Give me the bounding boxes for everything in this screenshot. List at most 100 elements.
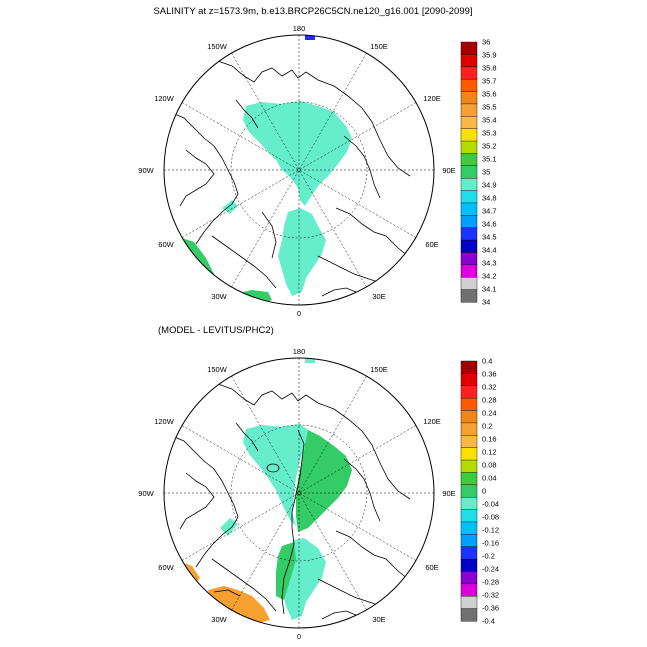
- colorbar-swatch: [460, 534, 478, 548]
- bottom-lon-label-30e: 30E: [372, 615, 385, 624]
- colorbar-swatch: [460, 78, 478, 93]
- colorbar-swatch: [460, 360, 478, 374]
- colorbar-swatch: [460, 410, 478, 424]
- top-colorbar: 36 35.9 35.8 35.7 35.6 35.5 35.4 35.3 35.2 35.1 35…: [460, 38, 497, 307]
- bottom-lon-label-90w: 90W: [138, 489, 154, 498]
- colorbar-swatch: [460, 41, 478, 55]
- colorbar-label: 35.8: [482, 64, 497, 73]
- colorbar-swatch: [460, 116, 478, 130]
- colorbar-label: 0: [482, 487, 486, 496]
- top-lon-label-0: 0: [297, 309, 301, 318]
- bottom-atlantic-orange-patch: [208, 586, 270, 624]
- top-lon-label-180: 180: [293, 24, 306, 33]
- bottom-bering-patch: [305, 358, 315, 363]
- colorbar-label: -0.2: [482, 552, 495, 561]
- colorbar-label: 34.9: [482, 181, 497, 190]
- colorbar-label: 35.4: [482, 116, 497, 125]
- colorbar-swatch: [460, 153, 478, 167]
- top-atlantic-green-patch: [238, 290, 272, 304]
- colorbar-label: 34.1: [482, 285, 497, 294]
- colorbar-swatch: [460, 459, 478, 473]
- colorbar-label: -0.16: [482, 539, 499, 548]
- colorbar-label: 35.9: [482, 51, 497, 60]
- colorbar-swatch: [460, 608, 478, 622]
- bottom-colorbar: 0.4 0.36 0.32 0.28 0.24 0.2 0.16 0.12 0.08 0.04 0 -…: [460, 357, 499, 626]
- colorbar-swatch: [460, 202, 478, 216]
- bottom-title: (MODEL - LEVITUS/PHC2): [158, 325, 274, 336]
- colorbar-label: -0.04: [482, 500, 499, 509]
- colorbar-swatch: [460, 264, 478, 278]
- bottom-graticule: [164, 358, 434, 628]
- bottom-labrador-orange-patch: [176, 560, 200, 588]
- colorbar-label: 0.16: [482, 435, 497, 444]
- colorbar-swatch: [460, 128, 478, 142]
- top-arctic-teal-patch: [243, 101, 352, 206]
- colorbar-swatch: [460, 596, 478, 610]
- top-lon-label-120e: 120E: [423, 94, 441, 103]
- colorbar-swatch: [460, 140, 478, 154]
- colorbar-label: 35.6: [482, 90, 497, 99]
- colorbar-label: 0.08: [482, 461, 497, 470]
- colorbar-swatch: [460, 177, 478, 192]
- colorbar-swatch: [460, 484, 478, 498]
- colorbar-swatch: [460, 54, 478, 68]
- colorbar-swatch: [460, 571, 478, 585]
- colorbar-swatch: [460, 472, 478, 486]
- colorbar-label: 35.2: [482, 142, 497, 151]
- bottom-arctic-teal-patch: [243, 424, 308, 526]
- colorbar-label: 36: [482, 38, 490, 47]
- bottom-lon-label-150e: 150E: [370, 365, 388, 374]
- top-title: SALINITY at z=1573.9m, b.e13.BRCP26C5CN.…: [153, 6, 472, 17]
- colorbar-swatch: [460, 496, 478, 511]
- top-lon-label-120w: 120W: [154, 94, 175, 103]
- bottom-baffin-teal-patch: [220, 518, 238, 536]
- top-bering-navy-patch: [305, 35, 315, 40]
- colorbar-label: 34.5: [482, 233, 497, 242]
- bottom-map: [169, 358, 411, 624]
- colorbar-swatch: [460, 397, 478, 412]
- bottom-lon-labels: 180 150E 120E 90E 60E 30E 0 30W 60W 90W …: [138, 347, 455, 641]
- top-labrador-green-patch: [176, 236, 214, 290]
- top-lon-labels: 180 150E 120E 90E 60E 30E 0 30W 60W 90W …: [138, 24, 455, 318]
- top-lon-label-90e: 90E: [442, 166, 455, 175]
- bottom-lon-label-150w: 150W: [207, 365, 228, 374]
- colorbar-label: -0.12: [482, 526, 499, 535]
- top-baffin-teal-patch: [222, 200, 238, 214]
- top-lon-label-150w: 150W: [207, 42, 228, 51]
- colorbar-swatch: [460, 435, 478, 449]
- colorbar-label: 34.7: [482, 207, 497, 216]
- colorbar-label: 35.7: [482, 77, 497, 86]
- colorbar-swatch: [460, 546, 478, 560]
- colorbar-label: 0.32: [482, 383, 497, 392]
- bottom-lon-label-0: 0: [297, 632, 301, 641]
- top-lon-label-90w: 90W: [138, 166, 154, 175]
- colorbar-label: 34: [482, 298, 490, 307]
- colorbar-label: 0.28: [482, 396, 497, 405]
- colorbar-swatch: [460, 422, 478, 436]
- top-map-border: [163, 34, 435, 306]
- colorbar-label: -0.24: [482, 565, 499, 574]
- bottom-arctic-green-patch: [296, 430, 352, 532]
- colorbar-label: -0.4: [482, 617, 495, 626]
- colorbar-label: 0.36: [482, 370, 497, 379]
- bottom-lon-label-60w: 60W: [158, 563, 174, 572]
- colorbar-label: 0.4: [482, 357, 492, 366]
- bottom-lon-label-120w: 120W: [154, 417, 175, 426]
- colorbar-label: 34.6: [482, 220, 497, 229]
- colorbar-label: 34.8: [482, 194, 497, 203]
- colorbar-swatch: [460, 227, 478, 241]
- colorbar-swatch: [460, 66, 478, 80]
- colorbar-swatch: [460, 373, 478, 387]
- colorbar-label: 35.3: [482, 129, 497, 138]
- top-atlantic-teal-patch: [278, 208, 326, 296]
- colorbar-swatch: [460, 521, 478, 535]
- colorbar-label: 35.1: [482, 155, 497, 164]
- bottom-lon-label-30w: 30W: [211, 615, 227, 624]
- colorbar-label: 0.04: [482, 474, 497, 483]
- colorbar-swatch: [460, 103, 478, 117]
- colorbar-swatch: [460, 239, 478, 253]
- top-lon-label-150e: 150E: [370, 42, 388, 51]
- colorbar-swatch: [460, 385, 478, 399]
- colorbar-label: -0.28: [482, 578, 499, 587]
